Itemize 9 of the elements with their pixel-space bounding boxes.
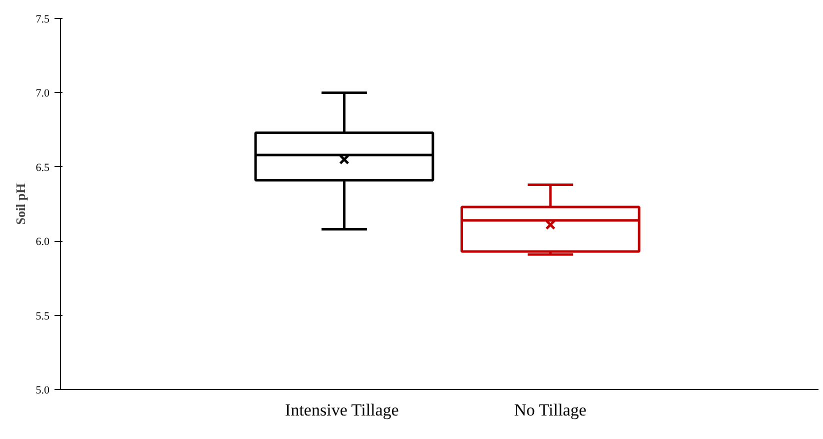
y-tick-label: 6.0	[36, 236, 50, 248]
x-tick-label: Intensive Tillage	[285, 400, 399, 420]
x-tick-label: No Tillage	[514, 400, 586, 420]
y-tick-label: 5.0	[36, 384, 50, 396]
y-tick-label: 7.5	[36, 14, 50, 26]
y-tick-label: 6.5	[36, 162, 50, 174]
y-tick-label: 7.0	[36, 88, 50, 100]
y-axis-title: Soil pH	[12, 183, 28, 225]
y-tick-label: 5.5	[36, 310, 50, 322]
